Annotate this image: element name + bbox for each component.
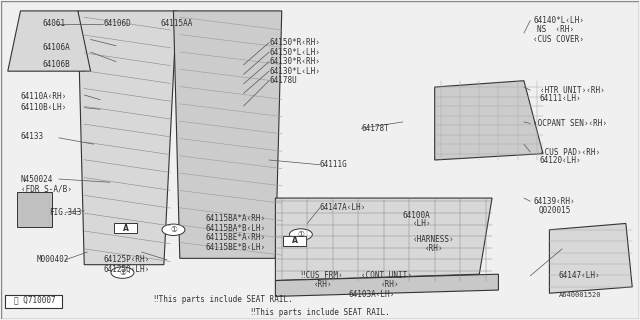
Text: ① Q710007: ① Q710007 (14, 295, 56, 304)
Text: ‹LH›: ‹LH› (412, 219, 431, 228)
FancyBboxPatch shape (4, 295, 62, 308)
Polygon shape (78, 11, 177, 265)
Text: 64111G: 64111G (320, 160, 348, 169)
Text: 64178U: 64178U (269, 76, 297, 85)
Text: ‹RH›: ‹RH› (314, 280, 332, 289)
Text: ‹CUS COVER›: ‹CUS COVER› (534, 35, 584, 44)
Text: 64106A: 64106A (43, 43, 70, 52)
FancyBboxPatch shape (114, 223, 137, 233)
Text: 64061: 64061 (43, 19, 66, 28)
Text: 64120‹LH›: 64120‹LH› (540, 156, 582, 164)
Text: ‹OCPANT SEN›‹RH›: ‹OCPANT SEN›‹RH› (534, 119, 607, 128)
Polygon shape (8, 11, 91, 71)
Text: ‹FDR S-A/B›: ‹FDR S-A/B› (20, 184, 72, 193)
Text: 64115BE*A‹RH›: 64115BE*A‹RH› (205, 233, 266, 242)
Text: ‹RH›: ‹RH› (425, 244, 444, 253)
Polygon shape (17, 192, 52, 227)
Text: M000402: M000402 (36, 255, 69, 264)
Text: ‹CONT UNIT›: ‹CONT UNIT› (362, 271, 412, 280)
Text: A640001520: A640001520 (559, 292, 602, 298)
Text: 64100A: 64100A (403, 211, 431, 220)
Text: ‹HARNESS›: ‹HARNESS› (412, 235, 454, 244)
Text: 64110B‹LH›: 64110B‹LH› (20, 103, 67, 112)
Text: 64106D: 64106D (103, 19, 131, 28)
Text: 64115BA*A‹RH›: 64115BA*A‹RH› (205, 214, 266, 223)
Text: 64133: 64133 (20, 132, 44, 141)
Text: A: A (123, 224, 129, 233)
Text: ‼This parts include SEAT RAIL.: ‼This parts include SEAT RAIL. (251, 308, 389, 317)
Text: 64111‹LH›: 64111‹LH› (540, 94, 582, 103)
Text: ①: ① (298, 230, 305, 239)
Circle shape (162, 224, 185, 236)
Circle shape (289, 229, 312, 240)
Circle shape (111, 267, 134, 278)
Text: 64125P‹RH›: 64125P‹RH› (103, 255, 150, 264)
Text: 64150*R‹RH›: 64150*R‹RH› (269, 38, 320, 47)
Text: 64106B: 64106B (43, 60, 70, 69)
Text: ①: ① (119, 268, 126, 277)
Text: ‼This parts include SEAT RAIL.: ‼This parts include SEAT RAIL. (154, 295, 293, 304)
Text: ‹RH›: ‹RH› (381, 280, 399, 289)
Text: ‹HTR UNIT›‹RH›: ‹HTR UNIT›‹RH› (540, 86, 605, 95)
Text: 64125Q‹LH›: 64125Q‹LH› (103, 265, 150, 274)
Text: 64115BE*B‹LH›: 64115BE*B‹LH› (205, 243, 266, 252)
Polygon shape (549, 223, 632, 293)
Polygon shape (173, 11, 282, 258)
Text: ①: ① (170, 225, 177, 234)
Text: 64110A‹RH›: 64110A‹RH› (20, 92, 67, 101)
Text: 64150*L‹LH›: 64150*L‹LH› (269, 48, 320, 57)
Text: 64147‹LH›: 64147‹LH› (559, 271, 600, 280)
FancyBboxPatch shape (283, 236, 306, 246)
Text: 64178T: 64178T (362, 124, 389, 133)
Text: NS  ‹RH›: NS ‹RH› (537, 25, 573, 35)
Text: 64115AA: 64115AA (161, 19, 193, 28)
Polygon shape (275, 198, 492, 281)
Text: FIG.343: FIG.343 (49, 208, 81, 217)
Text: 64130*R‹RH›: 64130*R‹RH› (269, 57, 320, 66)
Text: 64130*L‹LH›: 64130*L‹LH› (269, 67, 320, 76)
Text: A: A (292, 236, 298, 245)
Text: ‹CUS PAD›‹RH›: ‹CUS PAD›‹RH› (540, 148, 600, 156)
Text: ‼CUS FRM›: ‼CUS FRM› (301, 271, 342, 280)
Polygon shape (275, 274, 499, 296)
Text: 64140*L‹LH›: 64140*L‹LH› (534, 16, 584, 25)
Polygon shape (435, 81, 543, 160)
Text: N450024: N450024 (20, 174, 53, 184)
Text: 64147A‹LH›: 64147A‹LH› (320, 203, 366, 212)
Text: 64139‹RH›: 64139‹RH› (534, 197, 575, 206)
Text: Q020015: Q020015 (539, 206, 571, 215)
Text: 64115BA*B‹LH›: 64115BA*B‹LH› (205, 224, 266, 233)
Text: 64103A‹LH›: 64103A‹LH› (349, 290, 395, 299)
